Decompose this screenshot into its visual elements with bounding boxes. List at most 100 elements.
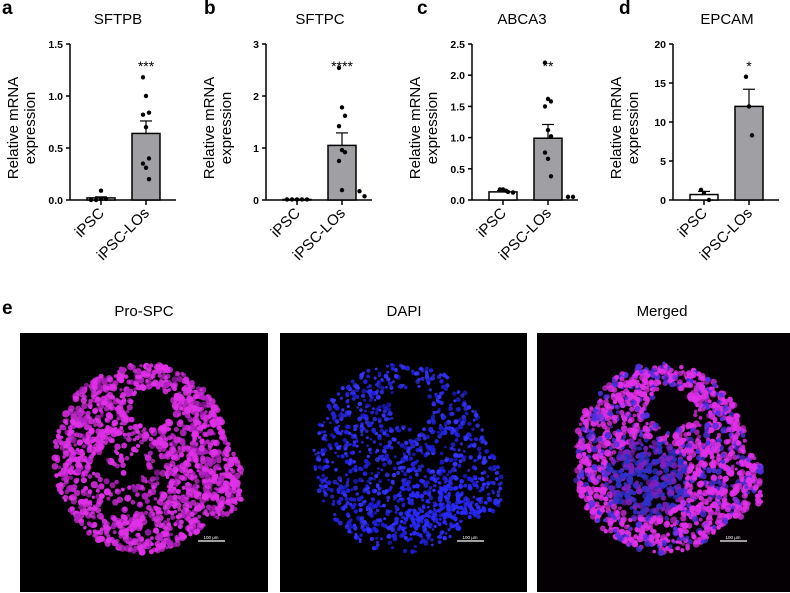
y-tick-label: 0.0 <box>48 195 63 207</box>
data-point <box>146 156 152 161</box>
data-point <box>146 177 152 182</box>
bar-ipsc-los <box>734 105 764 201</box>
data-point <box>362 194 367 199</box>
micrograph-dapi: 100 µm <box>280 333 527 592</box>
data-point <box>336 65 342 71</box>
y-tick-label: 5 <box>660 156 666 168</box>
y-tick-label: 1.5 <box>48 39 63 51</box>
data-point <box>542 150 548 155</box>
y-tick-label: 1.5 <box>450 101 465 113</box>
data-point <box>140 112 146 117</box>
x-tick-label: iPSC <box>268 205 304 241</box>
data-point <box>299 197 305 202</box>
data-point <box>749 133 755 138</box>
data-point <box>339 105 345 110</box>
y-tick-label: 0.5 <box>48 143 63 155</box>
chart-epcam: EPCAM Relative mRNAexpression 0 5 10 15 20 iPSC… <box>608 11 779 264</box>
micrograph-merged: 100 µm <box>537 333 790 592</box>
data-point <box>93 197 99 203</box>
data-point <box>140 161 146 166</box>
data-point <box>98 196 104 202</box>
data-point <box>339 187 345 193</box>
scale-bar-label: 100 µm <box>203 535 218 540</box>
chart-title: SFTPC <box>295 11 344 28</box>
data-point <box>143 93 149 99</box>
chart-abca3: ABCA3 Relative mRNAexpression 0.0 0.5 1.0 1.5… <box>407 11 578 264</box>
data-point <box>545 156 551 162</box>
y-tick-label: 0 <box>253 195 259 207</box>
panel-label-a: a <box>2 0 13 19</box>
micrograph-pro-spc: 100 µm <box>20 333 268 592</box>
y-axis-label: Relative mRNAexpression <box>608 77 642 180</box>
image-title-dapi: DAPI <box>386 303 422 320</box>
data-point <box>510 190 516 195</box>
data-point <box>548 134 554 139</box>
data-point <box>548 99 554 104</box>
data-point <box>88 197 94 203</box>
chart-title: EPCAM <box>700 11 753 28</box>
data-point <box>284 197 290 202</box>
organoid-magenta: 100 µm <box>51 362 244 556</box>
data-point <box>103 196 109 202</box>
y-axis-label: Relative mRNAexpression <box>201 77 235 180</box>
y-tick-label: 1.0 <box>48 91 63 103</box>
y-tick-label: 0 <box>660 195 666 207</box>
data-point <box>565 194 571 200</box>
data-point <box>143 165 149 170</box>
data-point <box>336 123 342 129</box>
data-point <box>545 127 551 133</box>
y-tick-label: 2.0 <box>450 70 465 82</box>
y-tick-label: 2.5 <box>450 39 465 51</box>
significance-stars: ** <box>543 58 554 74</box>
data-point <box>146 110 152 115</box>
scale-bar-label: 100 µm <box>725 535 740 540</box>
y-tick-label: 1.0 <box>450 133 465 145</box>
data-point <box>342 113 348 118</box>
data-point <box>140 75 146 80</box>
x-tick-label: iPSC <box>474 205 510 241</box>
data-point <box>542 104 548 109</box>
y-axis-label: Relative mRNAexpression <box>407 77 441 180</box>
bar-ipsc <box>689 193 719 201</box>
data-point <box>98 188 104 193</box>
y-tick-label: 0.5 <box>450 164 465 176</box>
scale-bar-label: 100 µm <box>462 535 477 540</box>
significance-stars: **** <box>331 58 353 74</box>
chart-title: SFTPB <box>94 11 142 28</box>
data-point <box>746 104 752 109</box>
y-tick-label: 15 <box>654 78 666 90</box>
y-tick-label: 2 <box>253 91 259 103</box>
panel-label-e: e <box>2 298 13 319</box>
image-title-pro-spc: Pro-SPC <box>114 303 174 320</box>
panel-label-b: b <box>204 0 216 19</box>
data-point <box>570 194 576 200</box>
organoid-merged: 100 µm <box>573 361 764 557</box>
chart-title: ABCA3 <box>497 11 546 28</box>
data-point <box>505 189 511 195</box>
panel-label-c: c <box>417 0 428 19</box>
y-axis-label: Relative mRNAexpression <box>5 77 39 180</box>
data-point <box>706 197 712 203</box>
data-point <box>143 125 149 130</box>
data-point <box>304 197 310 202</box>
panel-label-d: d <box>619 0 631 19</box>
data-point <box>701 190 707 196</box>
data-point <box>542 60 548 65</box>
image-title-merged: Merged <box>636 303 688 320</box>
data-point <box>357 188 362 194</box>
data-point <box>294 197 300 202</box>
organoid-blue: 100 µm <box>312 363 504 554</box>
data-point <box>336 158 342 164</box>
y-tick-label: 0.0 <box>450 195 465 207</box>
data-point <box>698 187 704 193</box>
bar-charts: SFTPB Relative mRNAexpression 0.0 0.5 1.0 1.5… <box>5 11 779 264</box>
significance-stars: * <box>746 58 752 74</box>
x-tick-label: iPSC <box>675 205 711 241</box>
significance-stars: *** <box>138 58 155 74</box>
chart-sftpb: SFTPB Relative mRNAexpression 0.0 0.5 1.0 1.5… <box>5 11 176 264</box>
data-point <box>545 96 551 102</box>
data-point <box>342 149 348 155</box>
y-tick-label: 3 <box>253 39 259 51</box>
data-point <box>743 74 749 79</box>
